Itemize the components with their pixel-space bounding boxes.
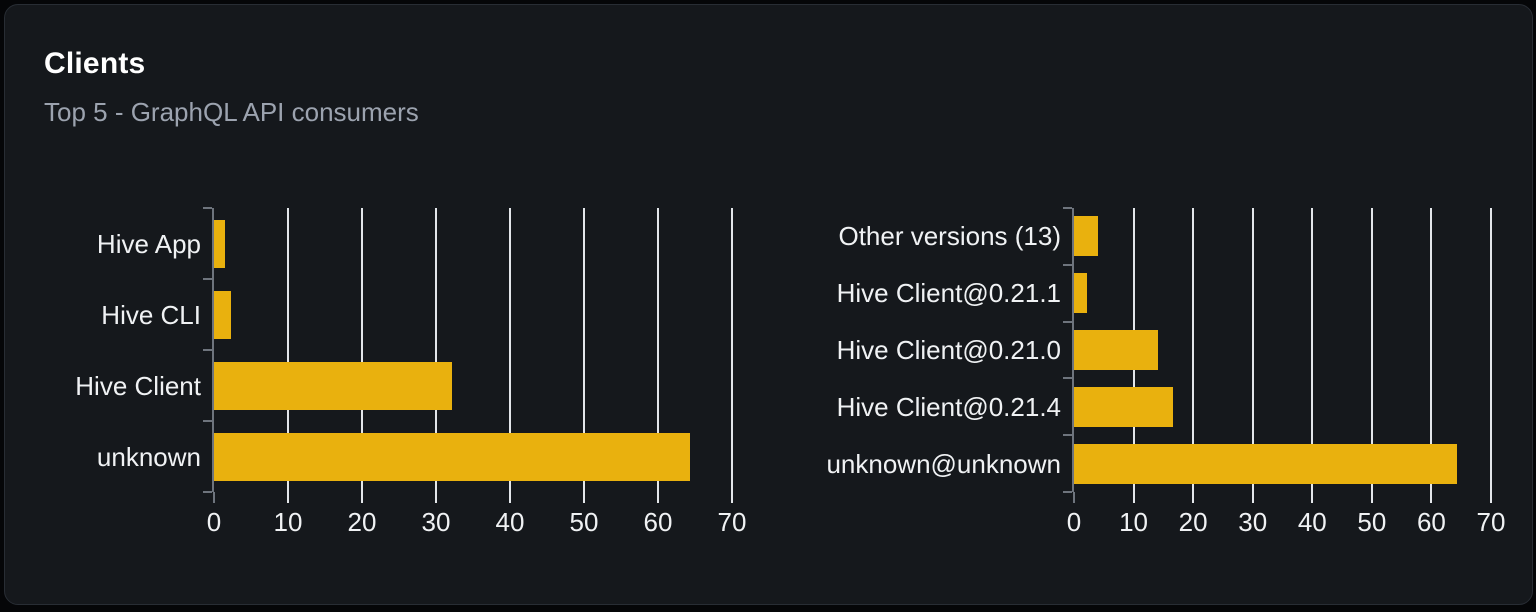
x-tick-label: 0 <box>1066 507 1082 537</box>
x-axis-tick <box>1311 492 1314 503</box>
x-tick-label: 50 <box>569 507 599 537</box>
category-label: Hive Client@0.21.1 <box>836 278 1061 309</box>
x-axis-tick <box>583 492 585 503</box>
clients-by-name-chart: 0 10 20 30 40 50 60 70 Hive App Hive CLI Hive Clie… <box>75 207 746 535</box>
category-label: Hive App <box>96 228 201 259</box>
y-axis-tick <box>203 278 212 280</box>
y-axis-tick <box>1063 321 1072 323</box>
y-axis-tick <box>203 349 212 351</box>
y-axis-tick <box>1063 491 1072 493</box>
x-axis-tick <box>1132 492 1135 503</box>
x-axis-tick <box>657 492 659 503</box>
y-axis-tick <box>1063 377 1072 379</box>
x-axis-tick <box>435 492 437 503</box>
x-axis-tick <box>361 492 363 503</box>
x-axis-tick <box>213 492 215 503</box>
x-tick-label: 10 <box>1119 507 1149 537</box>
x-tick-label: 10 <box>273 507 303 537</box>
y-axis-tick <box>203 491 212 493</box>
gridline <box>657 208 659 492</box>
panel-subtitle: Top 5 - GraphQL API consumers <box>44 97 419 127</box>
gridline <box>287 208 289 492</box>
category-label: unknown <box>96 441 201 472</box>
bar[interactable] <box>214 433 690 481</box>
category-label: Hive Client <box>75 370 201 401</box>
x-tick-label: 0 <box>206 507 222 537</box>
x-tick-label: 60 <box>1416 507 1446 537</box>
y-axis-tick <box>203 420 212 422</box>
x-axis-tick <box>1490 492 1492 503</box>
y-axis-tick <box>1063 264 1072 266</box>
gridline <box>1311 208 1314 492</box>
gridline <box>731 208 733 492</box>
x-tick-label: 20 <box>1178 507 1208 537</box>
y-axis-tick <box>203 207 212 209</box>
x-tick-label: 70 <box>1476 507 1506 537</box>
bar[interactable] <box>1074 330 1158 370</box>
bar[interactable] <box>1074 444 1457 484</box>
y-axis-line <box>1072 208 1074 492</box>
x-tick-label: 40 <box>1297 507 1327 537</box>
category-label: Other versions (13) <box>838 221 1061 252</box>
x-tick-label: 30 <box>1238 507 1268 537</box>
bar[interactable] <box>214 291 231 339</box>
x-axis-tick <box>1430 492 1433 503</box>
x-tick-label: 40 <box>495 507 525 537</box>
y-axis-line <box>212 208 214 492</box>
gridline <box>1192 208 1195 492</box>
category-label: unknown@unknown <box>826 448 1061 479</box>
x-axis-tick <box>1192 492 1195 503</box>
bar[interactable] <box>214 362 452 410</box>
clients-by-version-chart: 0 10 20 30 40 50 60 70 Other versions (13) Hive C… <box>826 207 1505 535</box>
x-tick-label: 60 <box>643 507 673 537</box>
clients-panel: Clients Top 5 - GraphQL API consumers 0 1… <box>4 4 1533 605</box>
category-label: Hive Client@0.21.0 <box>836 335 1061 365</box>
gridline <box>1251 208 1254 492</box>
gridline <box>361 208 363 492</box>
gridline <box>1430 208 1433 492</box>
x-tick-label: 50 <box>1357 507 1387 537</box>
panel-title: Clients <box>44 47 146 80</box>
y-axis-tick <box>1063 434 1072 436</box>
x-tick-label: 70 <box>717 507 747 537</box>
x-axis-tick <box>1251 492 1254 503</box>
gridline <box>1370 208 1373 492</box>
x-axis-tick <box>731 492 733 503</box>
y-axis-tick <box>1063 207 1072 209</box>
category-label: Hive Client@0.21.4 <box>836 391 1061 422</box>
x-axis-tick <box>509 492 511 503</box>
bar[interactable] <box>214 220 225 268</box>
bar[interactable] <box>1074 387 1173 427</box>
x-axis-tick <box>1073 492 1075 503</box>
x-tick-label: 20 <box>347 507 377 537</box>
x-tick-label: 30 <box>421 507 451 537</box>
gridline <box>509 208 511 492</box>
x-axis-tick <box>287 492 289 503</box>
bar[interactable] <box>1074 273 1087 313</box>
category-label: Hive CLI <box>101 299 201 330</box>
x-axis-tick <box>1370 492 1373 503</box>
gridline <box>1490 208 1492 492</box>
gridline <box>435 208 437 492</box>
bar[interactable] <box>1074 216 1098 256</box>
gridline <box>583 208 585 492</box>
